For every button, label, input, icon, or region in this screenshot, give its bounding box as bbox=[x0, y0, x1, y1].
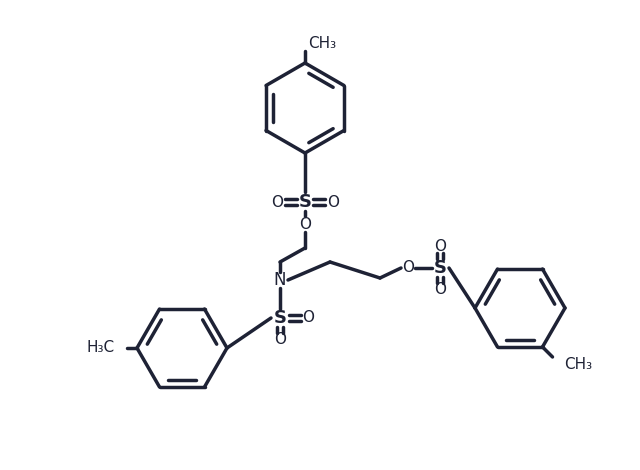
Text: CH₃: CH₃ bbox=[308, 36, 336, 50]
Text: S: S bbox=[298, 193, 312, 211]
Text: O: O bbox=[434, 282, 446, 298]
Text: O: O bbox=[302, 311, 314, 326]
Text: CH₃: CH₃ bbox=[564, 358, 593, 372]
Text: O: O bbox=[299, 217, 311, 232]
Text: S: S bbox=[433, 259, 447, 277]
Text: O: O bbox=[402, 260, 414, 275]
Text: S: S bbox=[273, 309, 287, 327]
Text: O: O bbox=[327, 195, 339, 210]
Text: H₃C: H₃C bbox=[87, 340, 115, 355]
Text: N: N bbox=[274, 271, 286, 289]
Text: O: O bbox=[274, 332, 286, 347]
Text: O: O bbox=[271, 195, 283, 210]
Text: O: O bbox=[434, 238, 446, 253]
